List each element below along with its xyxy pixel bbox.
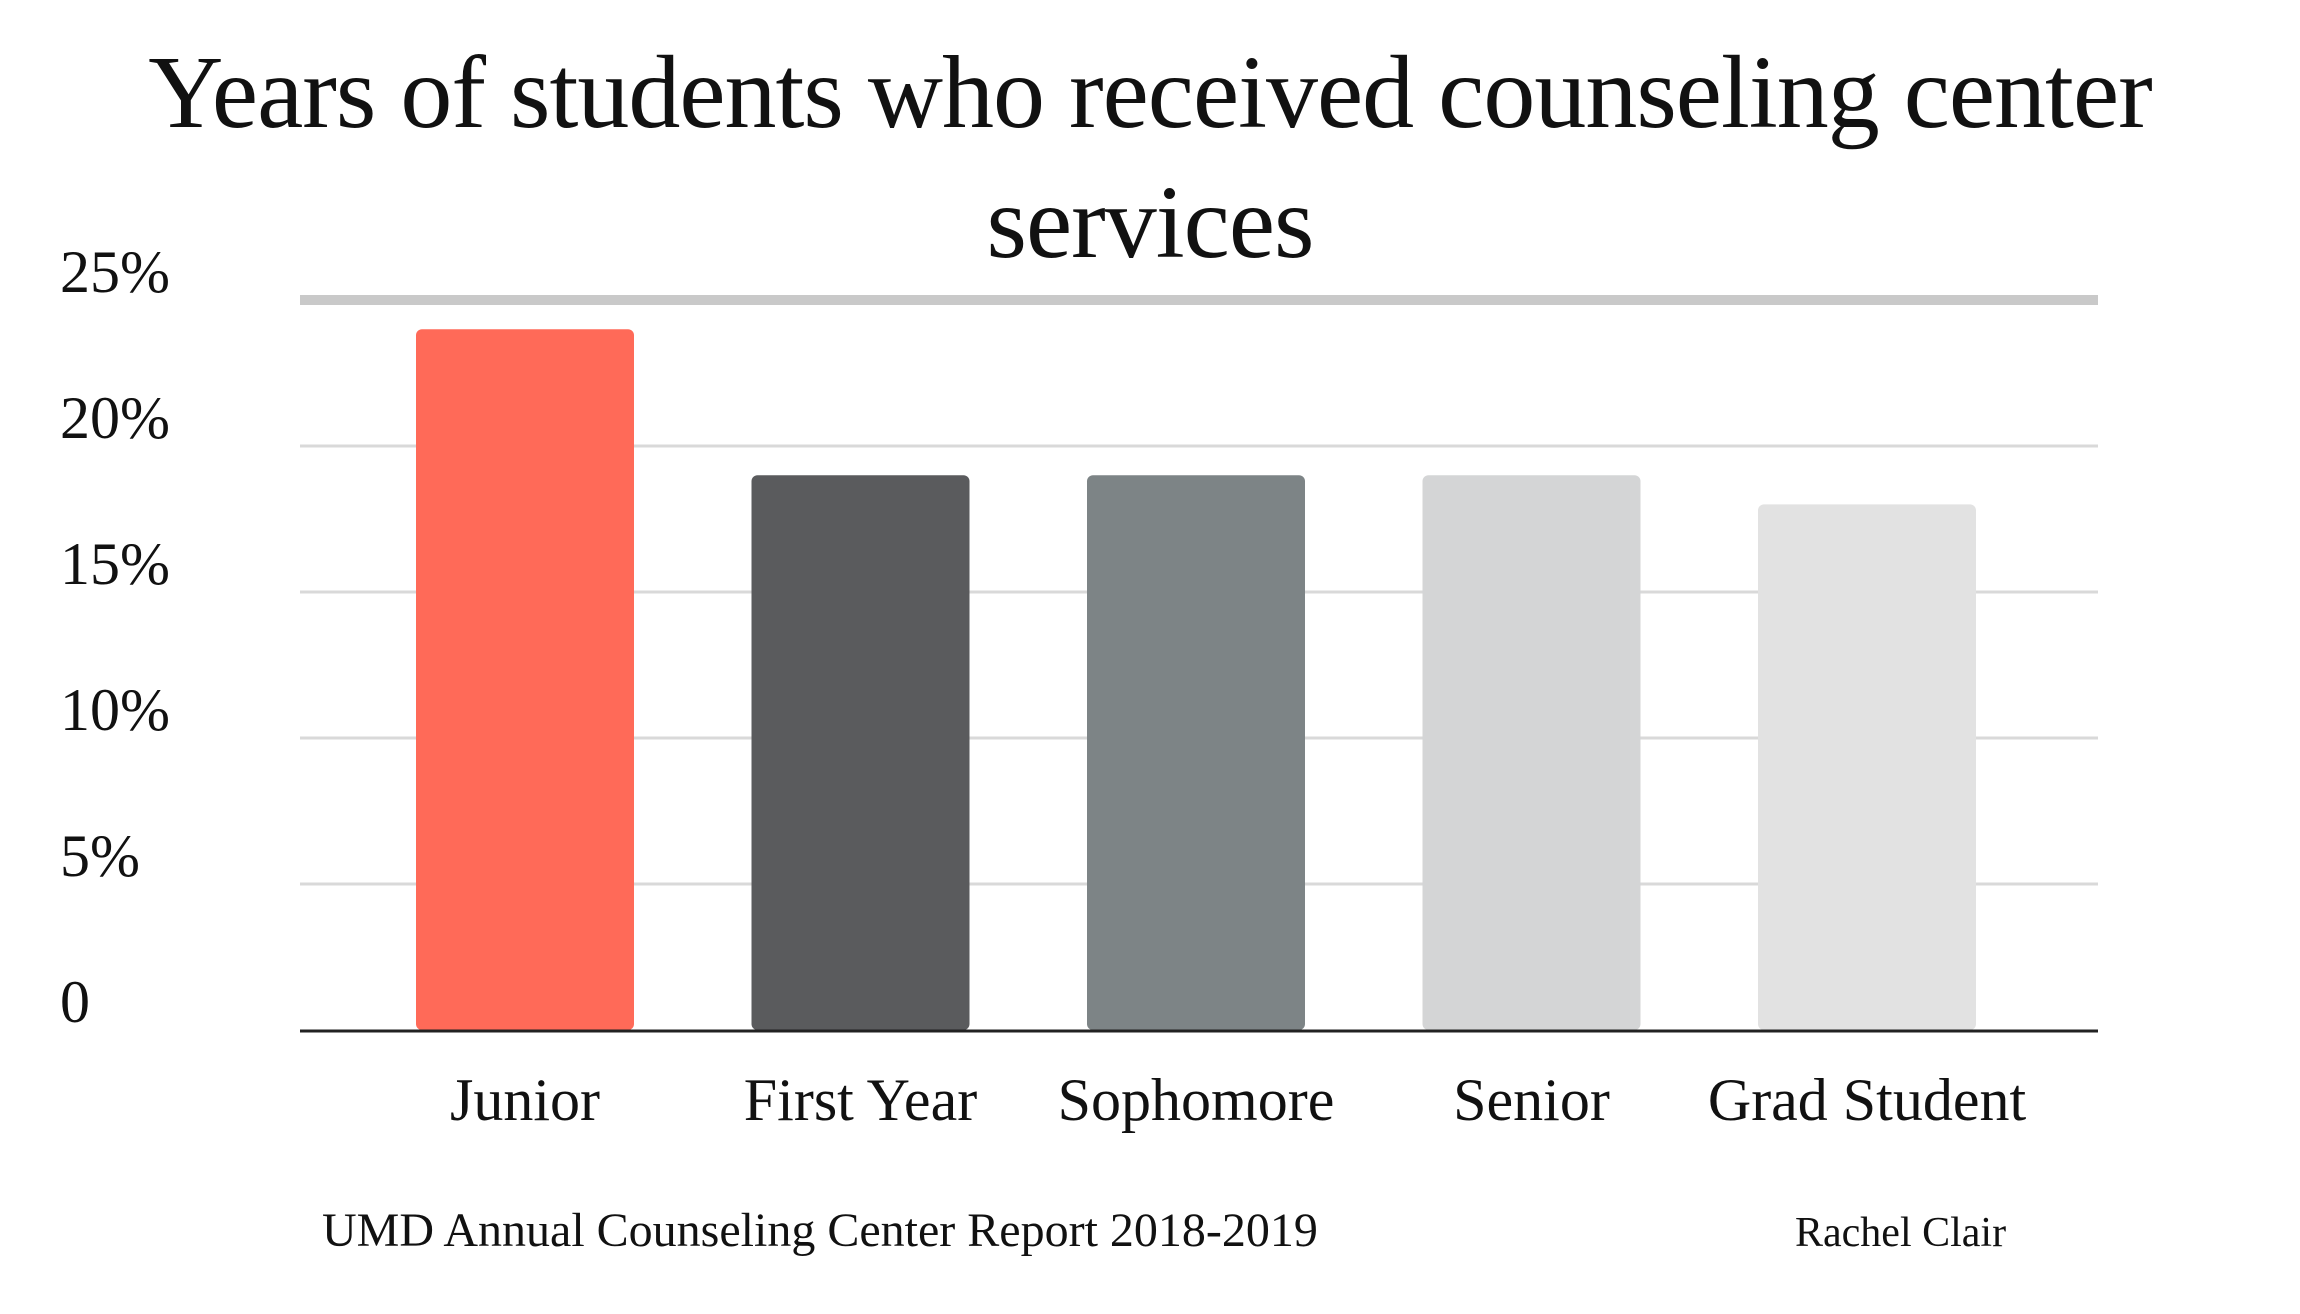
x-tick-label: Sophomore: [1058, 1067, 1335, 1133]
y-tick-label: 10%: [60, 677, 170, 743]
source-note: UMD Annual Counseling Center Report 2018…: [322, 1204, 1318, 1257]
x-axis-labels: Junior First Year Sophomore Senior Grad Stud…: [450, 1067, 2026, 1133]
bar-sophomore: [1087, 475, 1305, 1030]
bar-junior: [416, 329, 634, 1030]
x-tick-label: First Year: [744, 1067, 977, 1133]
bar-senior: [1422, 475, 1641, 1030]
chart-title: Years of students who received counselin…: [148, 35, 2153, 280]
x-tick-label: Senior: [1453, 1067, 1610, 1133]
bar-grad-student: [1758, 504, 1976, 1030]
author-credit: Rachel Clair: [1795, 1210, 2007, 1256]
bars: [416, 329, 1976, 1030]
y-tick-label: 20%: [60, 385, 170, 451]
y-tick-label: 5%: [60, 823, 140, 889]
bar-first-year: [751, 475, 970, 1030]
x-tick-label: Junior: [450, 1067, 600, 1133]
y-tick-label: 25%: [60, 239, 170, 305]
y-axis-labels: 0 5% 10% 15% 20% 25%: [60, 239, 170, 1035]
y-tick-label: 15%: [60, 531, 170, 597]
y-tick-label: 0: [60, 969, 90, 1035]
x-tick-label: Grad Student: [1708, 1067, 2027, 1133]
